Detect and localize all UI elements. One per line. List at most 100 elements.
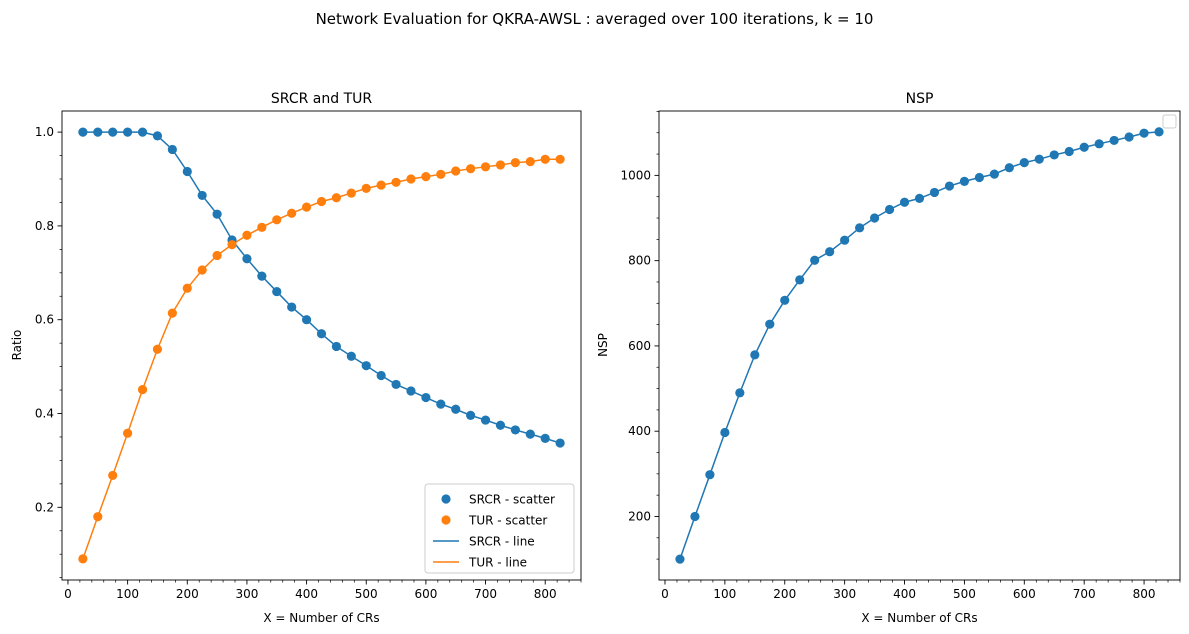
data-point	[466, 410, 476, 420]
data-point	[257, 271, 267, 281]
data-point	[361, 183, 371, 193]
x-tick-label: 700	[474, 587, 497, 601]
data-point	[137, 384, 148, 395]
data-point	[316, 329, 327, 339]
data-point	[272, 286, 282, 297]
data-point	[525, 157, 535, 167]
data-point	[1094, 139, 1104, 149]
data-point	[690, 511, 700, 522]
data-point	[810, 255, 820, 265]
data-point	[123, 428, 133, 438]
data-point	[301, 315, 312, 325]
data-point	[182, 283, 192, 293]
data-point	[540, 154, 550, 164]
data-point	[123, 127, 133, 137]
data-point	[391, 379, 401, 390]
data-point	[301, 202, 312, 212]
x-tick-label: 200	[176, 587, 199, 601]
data-point	[287, 208, 297, 218]
data-point	[555, 438, 565, 448]
x-tick-label: 800	[534, 587, 557, 601]
data-point	[495, 420, 506, 430]
chart-nsp: NSP X = Number of CRs NSP 0 100 200 300 400 5…	[596, 91, 1181, 625]
data-point	[944, 181, 955, 191]
data-point	[78, 554, 88, 564]
data-point	[1109, 135, 1119, 146]
data-point	[899, 197, 910, 207]
data-point	[361, 361, 371, 371]
legend-label: SRCR - line	[469, 535, 535, 549]
data-point	[466, 164, 476, 174]
legend-label: TUR - line	[468, 556, 527, 570]
data-point	[780, 295, 790, 305]
data-point	[212, 250, 222, 261]
data-point	[108, 470, 118, 481]
data-point	[167, 308, 177, 318]
data-point	[93, 127, 103, 137]
data-point	[869, 213, 880, 223]
y-tick-label: 200	[628, 509, 651, 523]
data-point	[272, 215, 282, 225]
legend-frame	[424, 483, 575, 574]
series-line	[82, 131, 561, 444]
data-point	[93, 512, 103, 522]
data-point	[242, 254, 252, 264]
data-point	[1049, 150, 1059, 160]
x-tick-label: 500	[355, 587, 378, 601]
data-point	[316, 196, 327, 207]
x-tick-label: 300	[235, 587, 258, 601]
data-point	[1154, 127, 1164, 137]
x-tick-label: 600	[414, 587, 437, 601]
legend-label: TUR - scatter	[468, 514, 547, 528]
y-tick-label: 400	[628, 424, 651, 438]
data-point	[495, 160, 506, 170]
x-tick-label: 600	[1013, 587, 1036, 601]
data-point	[510, 157, 520, 168]
data-point	[406, 174, 416, 184]
x-axis-label: X = Number of CRs	[861, 611, 977, 625]
data-point	[929, 187, 940, 198]
data-point	[197, 265, 207, 275]
data-point	[795, 275, 805, 285]
x-tick-label: 0	[64, 587, 72, 601]
data-point	[197, 190, 207, 201]
chart-title: NSP	[906, 91, 934, 107]
data-point	[78, 127, 88, 137]
data-point	[480, 415, 491, 425]
legend-marker	[441, 494, 451, 504]
legend-frame	[1162, 114, 1177, 129]
plot-area-frame	[658, 110, 1181, 581]
data-point	[182, 166, 192, 177]
x-tick-label: 0	[661, 587, 669, 601]
data-point	[1064, 146, 1074, 157]
y-tick-label: 800	[628, 254, 651, 268]
data-point	[855, 223, 865, 233]
data-point	[825, 247, 835, 257]
plot-area-frame	[61, 110, 582, 581]
data-point	[1019, 157, 1029, 168]
data-point	[242, 230, 252, 240]
x-tick-label: 100	[713, 587, 736, 601]
data-point	[480, 162, 491, 172]
data-point	[421, 172, 431, 182]
data-point	[451, 166, 461, 176]
y-axis-label: Ratio	[10, 330, 24, 361]
data-point	[421, 392, 431, 403]
data-point	[540, 433, 550, 443]
data-point	[720, 427, 730, 438]
y-tick-label: 1.0	[35, 125, 54, 139]
legend-label: SRCR - scatter	[469, 493, 555, 507]
data-point	[884, 204, 895, 215]
data-point	[376, 370, 386, 381]
data-point	[914, 193, 925, 204]
data-point	[675, 554, 685, 564]
x-tick-label: 200	[773, 587, 796, 601]
data-point	[1124, 132, 1134, 142]
y-axis-label: NSP	[596, 333, 610, 357]
data-point	[376, 180, 386, 190]
data-point	[406, 386, 416, 396]
data-point	[346, 188, 356, 198]
data-point	[137, 127, 148, 137]
data-point	[287, 302, 297, 312]
